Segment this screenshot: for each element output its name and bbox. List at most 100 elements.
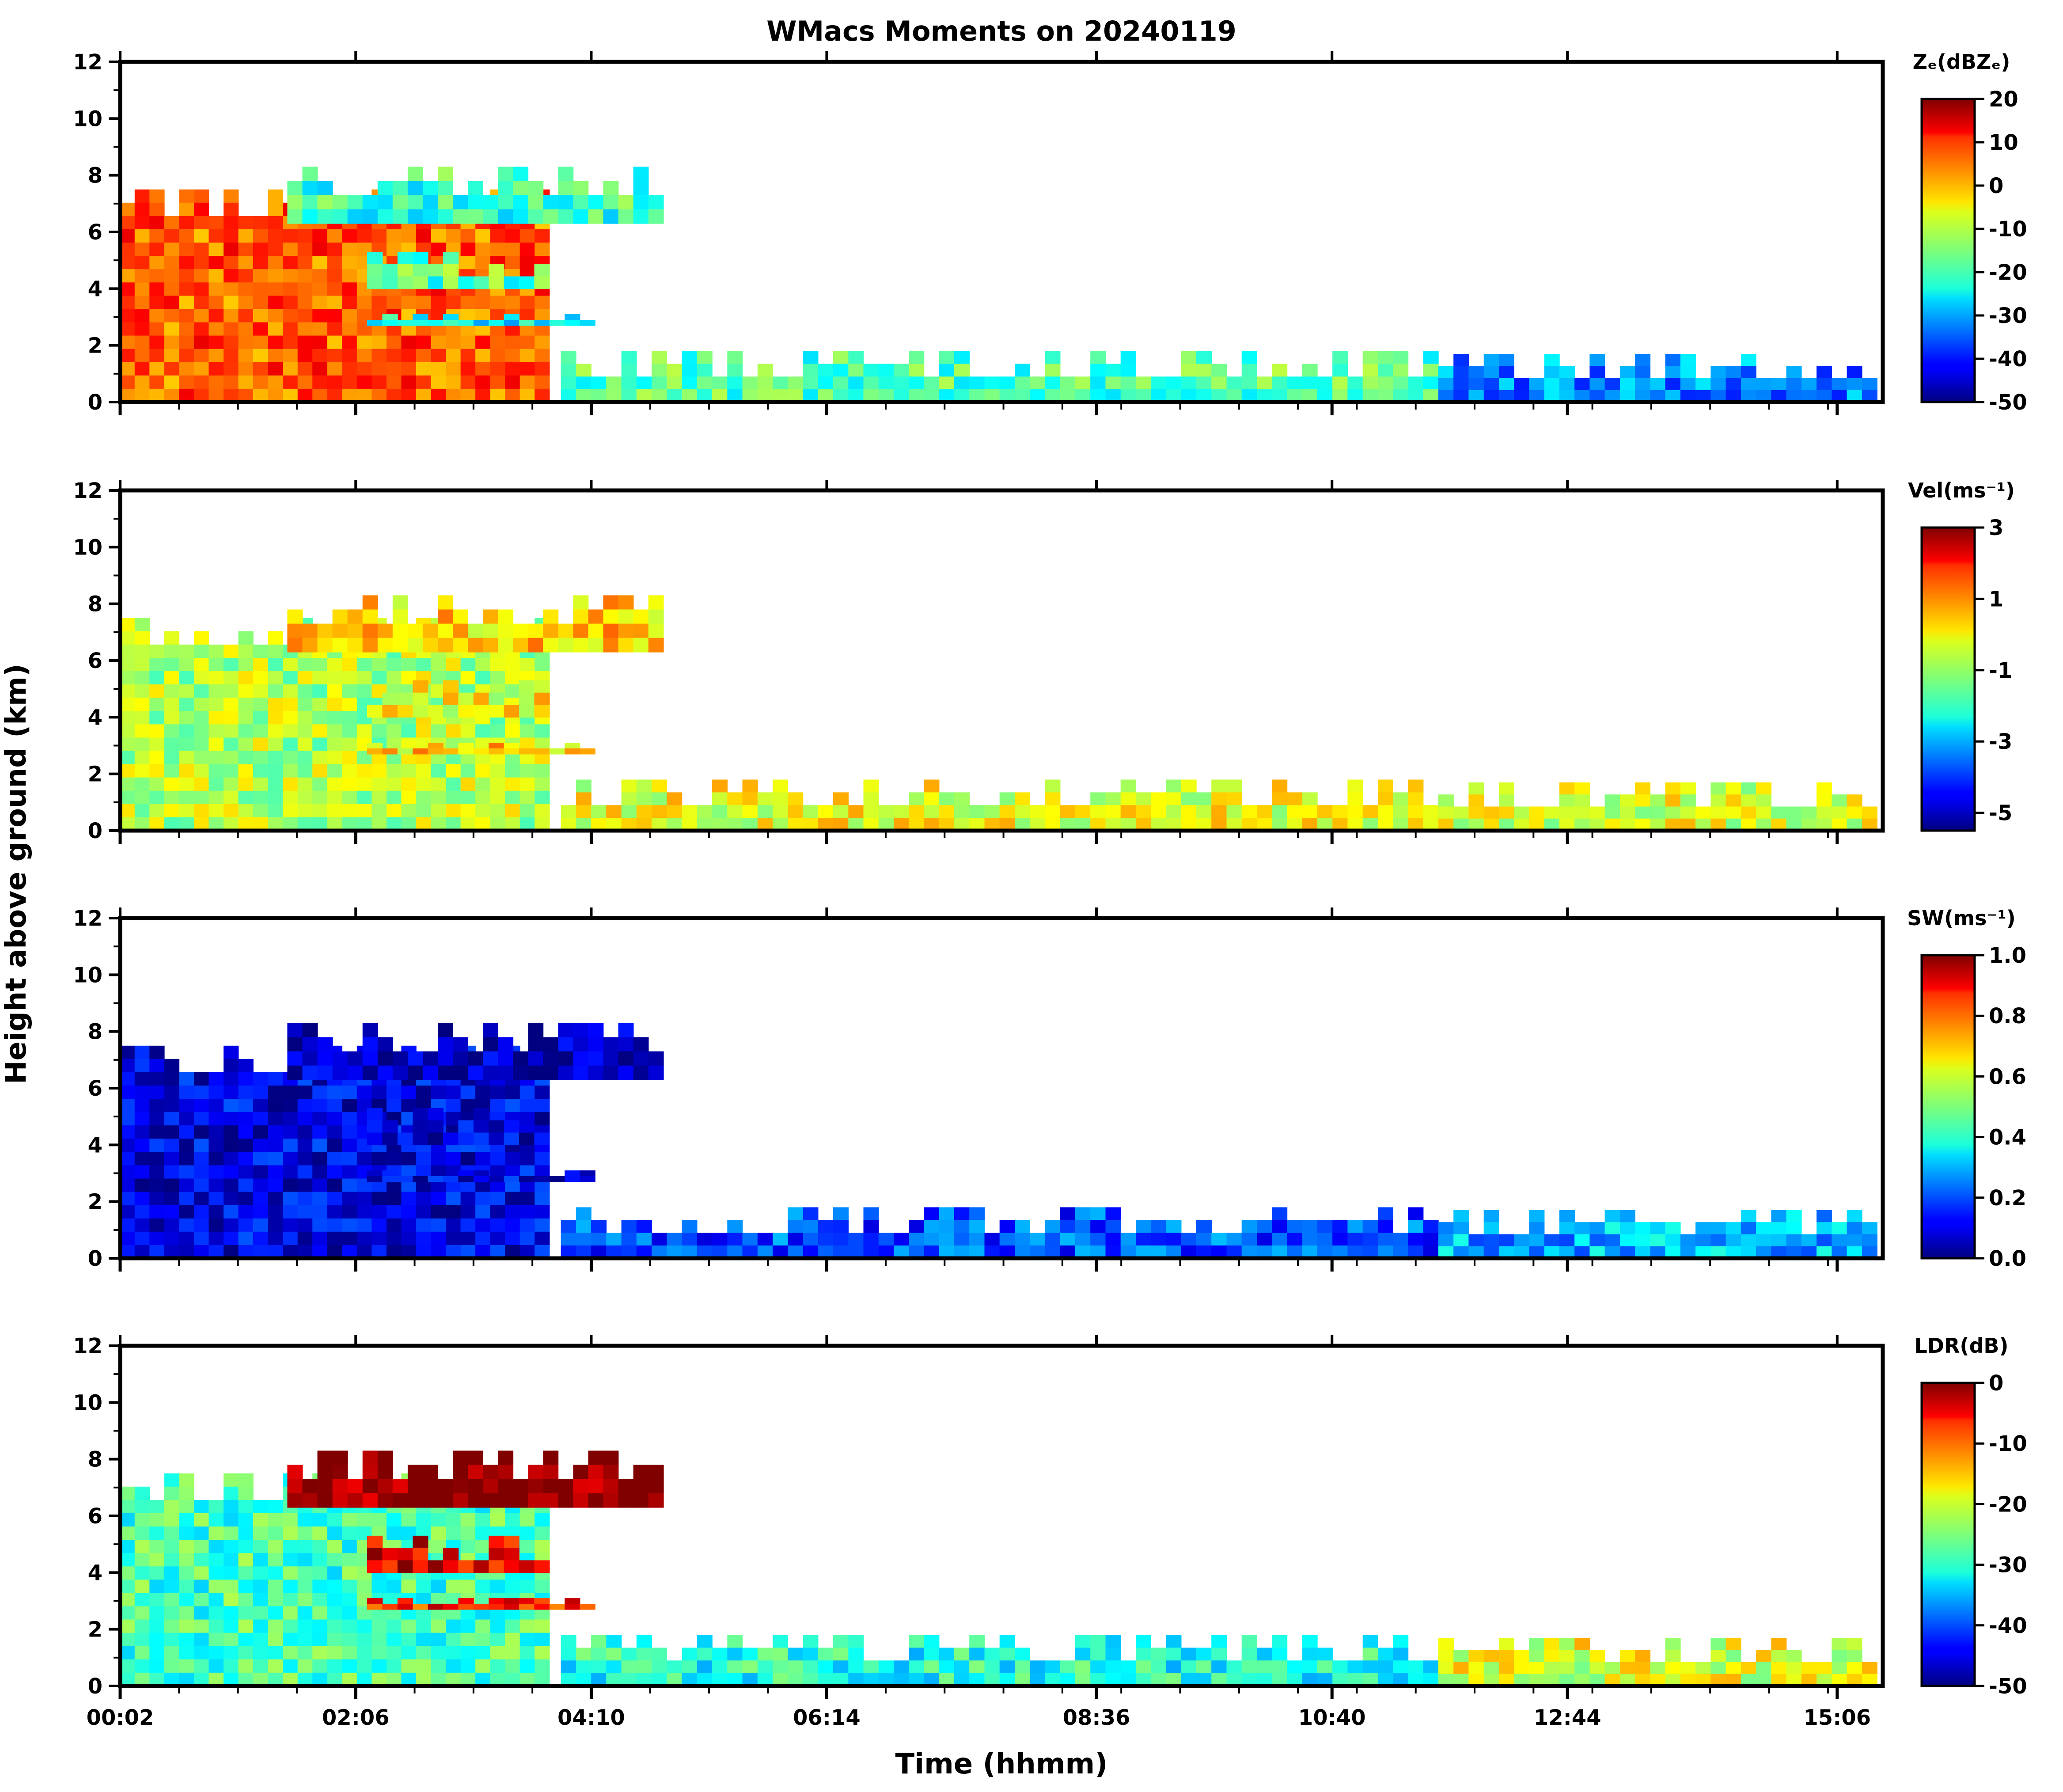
echo-cell (833, 1648, 849, 1661)
echo-cell (1377, 1673, 1393, 1686)
echo-cell (561, 389, 576, 402)
echo-cell (535, 1245, 550, 1258)
echo-cell (224, 309, 239, 323)
echo-cell (803, 805, 819, 818)
echo-cell (367, 1120, 383, 1133)
echo-cell (312, 698, 328, 712)
echo-cell (528, 181, 544, 196)
echo-cell (460, 658, 476, 672)
echo-cell (1408, 376, 1424, 390)
echo-cell (193, 1593, 209, 1607)
echo-cell (588, 1023, 604, 1038)
echo-cell (224, 751, 239, 765)
echo-cell (268, 1112, 283, 1126)
echo-cell (416, 1231, 432, 1245)
echo-cell (149, 1553, 165, 1567)
echo-cell (475, 817, 491, 831)
echo-cell (1529, 1637, 1545, 1650)
echo-cell (392, 181, 408, 196)
echo-cell (505, 362, 520, 376)
echo-cell (332, 623, 348, 638)
echo-cell (520, 1192, 535, 1206)
echo-cell (193, 698, 209, 712)
echo-cell (1514, 806, 1530, 819)
echo-cell (342, 751, 357, 765)
echo-cell (543, 1493, 559, 1508)
echo-cell (498, 609, 514, 624)
echo-cell (1362, 1245, 1378, 1258)
echo-cell (120, 202, 135, 216)
echo-cell (1498, 378, 1514, 391)
echo-cell (397, 1176, 413, 1182)
echo-cell (367, 276, 383, 289)
echo-cell (224, 1473, 239, 1487)
echo-cell (1544, 378, 1560, 391)
echo-cell (833, 1660, 849, 1674)
echo-cell (347, 638, 363, 653)
echo-cell (342, 1139, 357, 1153)
echo-cell (179, 1553, 194, 1567)
echo-cell (1438, 1637, 1454, 1650)
echo-cell (1635, 378, 1651, 391)
echo-cell (520, 1152, 535, 1166)
echo-cell (342, 1205, 357, 1219)
echo-cell (1771, 1222, 1787, 1235)
echo-cell (1862, 1246, 1877, 1258)
echo-cell (535, 1086, 550, 1099)
echo-cell (1393, 1245, 1409, 1258)
echo-region (561, 1635, 1439, 1686)
echo-cell (848, 1245, 864, 1258)
echo-cell (179, 282, 194, 296)
echo-cell (1559, 1246, 1575, 1258)
echo-cell (224, 256, 239, 270)
x-tick-label: 00:02 (87, 1705, 154, 1730)
echo-cell (401, 777, 417, 791)
echo-cell (460, 335, 476, 349)
echo-cell (164, 1165, 180, 1179)
echo-cell (1847, 1222, 1862, 1235)
echo-cell (347, 1479, 363, 1494)
echo-cell (788, 1648, 804, 1661)
echo-cell (460, 1672, 476, 1686)
echo-cell (401, 229, 417, 243)
echo-cell (407, 1493, 423, 1508)
echo-cell (268, 671, 283, 685)
echo-cell (179, 1633, 194, 1647)
echo-cell (1423, 805, 1439, 818)
echo-cell (149, 1152, 165, 1166)
echo-cell (712, 1648, 728, 1661)
echo-cell (164, 322, 180, 336)
echo-cell (356, 684, 372, 698)
echo-cell (431, 388, 446, 402)
echo-cell (1408, 792, 1424, 806)
echo-cell (120, 349, 135, 363)
echo-cell (818, 376, 834, 390)
echo-cell (356, 790, 372, 805)
echo-cell (1181, 389, 1197, 402)
echo-cell (520, 388, 535, 402)
echo-cell (1559, 1234, 1575, 1247)
echo-cell (377, 1037, 393, 1052)
echo-cell (1408, 805, 1424, 818)
echo-cell (134, 1218, 150, 1232)
echo-cell (283, 684, 298, 698)
echo-cell (1166, 818, 1182, 831)
echo-cell (224, 1659, 239, 1673)
echo-cell (636, 1648, 652, 1661)
echo-cell (1862, 378, 1877, 391)
echo-cell (342, 1593, 357, 1607)
echo-cell (224, 269, 239, 283)
echo-cell (1680, 794, 1696, 807)
echo-cell (253, 216, 269, 230)
echo-cell (520, 1218, 535, 1232)
echo-cell (407, 638, 423, 653)
echo-cell (588, 1479, 604, 1494)
echo-cell (1015, 1648, 1030, 1661)
echo-cell (549, 748, 565, 755)
echo-cell (253, 362, 269, 376)
echo-cell (149, 751, 165, 765)
echo-cell (483, 609, 498, 624)
echo-cell (283, 1125, 298, 1139)
echo-cell (397, 692, 413, 706)
echo-cell (1665, 1662, 1681, 1674)
